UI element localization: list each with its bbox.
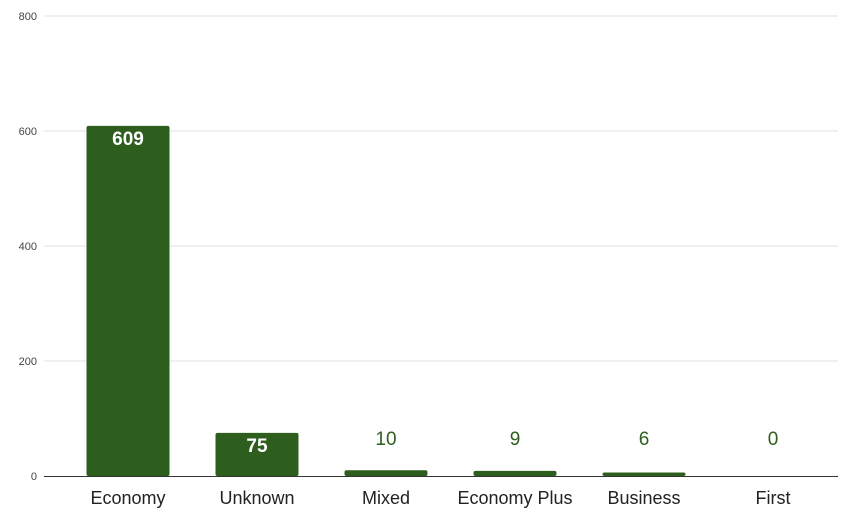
y-tick-label-400: 400: [19, 241, 37, 253]
data-label-mixed: 10: [375, 429, 396, 450]
y-tick-label-600: 600: [19, 126, 37, 138]
category-label-business: Business: [607, 488, 680, 508]
category-label-unknown: Unknown: [219, 488, 294, 508]
data-label-economy: 609: [112, 129, 144, 150]
data-label-economy-plus: 9: [510, 429, 521, 450]
bar-economy: [86, 125, 170, 476]
data-label-business: 6: [639, 429, 650, 450]
bar-business: [602, 472, 686, 476]
category-label-mixed: Mixed: [362, 488, 410, 508]
bar-economy-plus: [473, 470, 557, 476]
category-label-economy-plus: Economy Plus: [457, 488, 572, 508]
y-tick-label-0: 0: [31, 471, 37, 483]
bar-unknown: [215, 432, 299, 476]
data-label-first: 0: [768, 429, 779, 450]
bar-mixed: [344, 470, 428, 476]
y-tick-label-800: 800: [19, 11, 37, 23]
data-label-unknown: 75: [246, 436, 268, 457]
y-tick-label-200: 200: [19, 356, 37, 368]
category-label-first: First: [756, 488, 791, 508]
category-label-economy: Economy: [90, 488, 165, 508]
